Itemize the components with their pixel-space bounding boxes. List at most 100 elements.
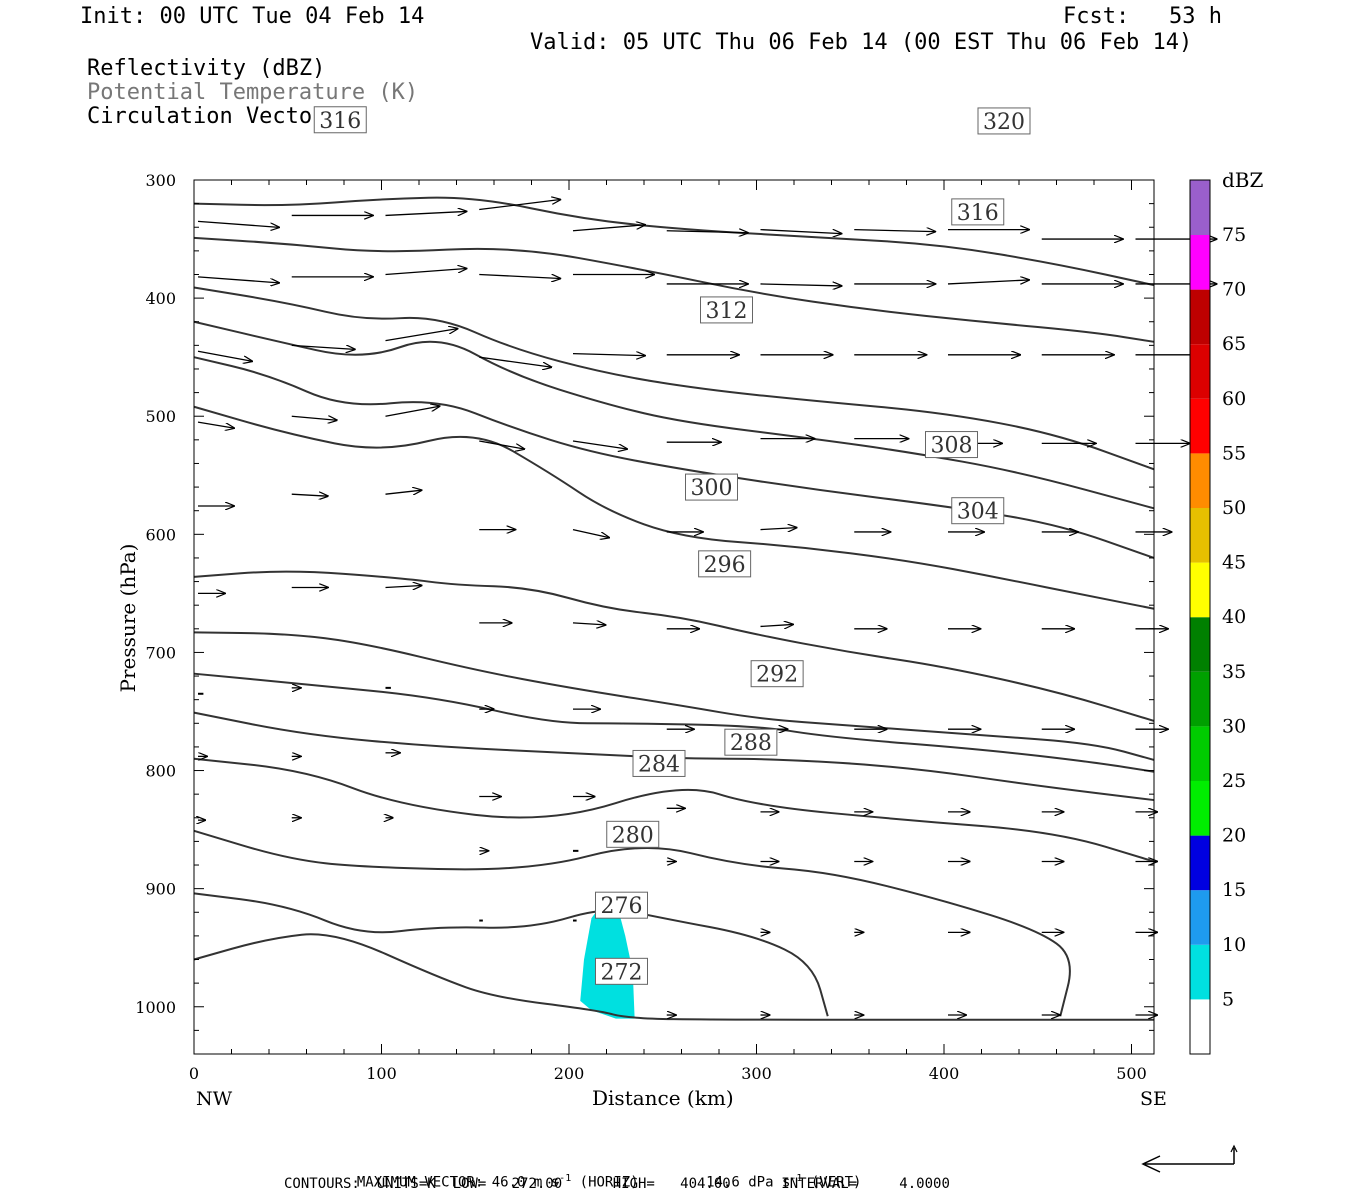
theta-contour-296-6 bbox=[193, 631, 1155, 761]
theta-contour-300-7 bbox=[193, 570, 1155, 722]
contour-label-box-1 bbox=[595, 891, 648, 919]
circulation-vector-2 bbox=[385, 211, 467, 217]
plot-frame bbox=[193, 179, 1155, 1055]
field-potential-temperature: Potential Temperature (K) bbox=[87, 80, 419, 105]
contour-label-box-11 bbox=[951, 198, 1005, 226]
contour-label-304: 304 bbox=[957, 500, 999, 525]
contour-label-276: 276 bbox=[601, 894, 643, 919]
colorbar-label-65: 65 bbox=[1222, 333, 1246, 355]
colorbar-swatch-40 bbox=[1190, 562, 1210, 618]
circulation-vector-48 bbox=[572, 528, 609, 538]
circulation-vector-26 bbox=[572, 354, 645, 356]
colorbar-label-20: 20 bbox=[1222, 825, 1246, 847]
colorbar-swatch-25 bbox=[1190, 726, 1210, 781]
colorbar-label-75: 75 bbox=[1222, 224, 1246, 246]
theta-contour-316-12 bbox=[193, 236, 1155, 343]
contour-label-296: 296 bbox=[704, 553, 746, 578]
y-axis-title: Pressure (hPa) bbox=[116, 543, 140, 693]
circulation-vector-36 bbox=[479, 440, 524, 449]
theta-contour-292-5 bbox=[193, 672, 1155, 773]
circulation-vector-6 bbox=[760, 228, 842, 234]
x-tick-label: 100 bbox=[366, 1064, 397, 1083]
contour-label-box-7 bbox=[685, 473, 738, 501]
colorbar-swatch-35 bbox=[1190, 617, 1210, 672]
init-time: Init: 00 UTC Tue 04 Feb 14 bbox=[80, 4, 425, 29]
contour-label-280: 280 bbox=[612, 823, 654, 848]
contour-label-box-5 bbox=[750, 660, 804, 688]
circulation-vector-0 bbox=[197, 220, 279, 227]
colorbar-label-45: 45 bbox=[1222, 552, 1246, 574]
circulation-vector-19 bbox=[947, 280, 1029, 285]
contour-label-272: 272 bbox=[601, 960, 643, 985]
colorbar-label-30: 30 bbox=[1222, 715, 1246, 737]
theta-contour-280-2 bbox=[193, 829, 1071, 1017]
circulation-vector-25 bbox=[479, 356, 551, 367]
circulation-vector-5 bbox=[666, 231, 748, 233]
contour-label-box-9 bbox=[925, 431, 978, 459]
theta-contour-272-0 bbox=[193, 933, 1154, 1021]
theta-contour-284-3 bbox=[193, 757, 1155, 863]
circulation-vector-37 bbox=[572, 440, 627, 449]
colorbar-outline bbox=[1189, 179, 1211, 1055]
colorbar-label-5: 5 bbox=[1222, 988, 1234, 1010]
contour-label-box-8 bbox=[951, 497, 1005, 525]
reference-vector-arrow bbox=[1141, 1144, 1238, 1173]
circulation-vector-46 bbox=[385, 490, 422, 494]
contour-label-320: 320 bbox=[983, 110, 1025, 135]
contour-label-box-6 bbox=[698, 550, 752, 578]
theta-contour-312-10 bbox=[193, 320, 1155, 510]
axis-layer: 300 400 500 600 700 800 900 1000 0 100 200 300 400 50… bbox=[135, 171, 1154, 1083]
colorbar-label-55: 55 bbox=[1222, 442, 1246, 464]
colorbar-swatch-60 bbox=[1190, 344, 1210, 399]
footer-contours: CONTOURS: UNITS=K LOW= 272.00 HIGH= 404.… bbox=[284, 1176, 950, 1192]
colorbar-swatch-75 bbox=[1190, 180, 1210, 235]
y-tick-label: 500 bbox=[145, 407, 176, 426]
circulation-vector-50 bbox=[760, 528, 797, 530]
y-tick-label: 600 bbox=[145, 525, 176, 544]
footer-max-vector: MAXIMUM VECTOR: 46.0 m s-1 (HORIZ) 14.6 … bbox=[356, 1173, 862, 1191]
colorbar-swatch-65 bbox=[1190, 289, 1210, 345]
contour-label-box-0 bbox=[595, 957, 648, 985]
colorbar-swatch-70 bbox=[1190, 235, 1210, 290]
theta-contour-320-13 bbox=[193, 196, 1155, 287]
circulation-vector-34 bbox=[291, 416, 337, 420]
circulation-vector-45 bbox=[291, 494, 328, 496]
contour-label-layer: 272 276 280 284 288 292 296 300 304 308 312 316 316 3… bbox=[313, 106, 1031, 985]
colorbar-swatch-10 bbox=[1190, 890, 1210, 945]
theta-contour-288-4 bbox=[193, 711, 1155, 802]
contour-label-box-2 bbox=[606, 820, 660, 848]
colorbar-label-10: 10 bbox=[1222, 934, 1246, 956]
colorbar-unit: dBZ bbox=[1222, 168, 1264, 192]
contour-label-box-13 bbox=[977, 107, 1031, 135]
y-tick-label: 800 bbox=[145, 762, 176, 781]
colorbar-swatch-55 bbox=[1190, 398, 1210, 454]
contour-label-box-12 bbox=[313, 106, 367, 134]
colorbar-label-70: 70 bbox=[1222, 279, 1246, 301]
x-axis-left-end: NW bbox=[196, 1088, 233, 1110]
contour-label-312: 312 bbox=[706, 299, 748, 324]
contour-label-box-4 bbox=[724, 728, 778, 756]
x-tick-label: 0 bbox=[189, 1064, 199, 1083]
circulation-vector-4 bbox=[572, 225, 645, 232]
circulation-vector-61 bbox=[760, 624, 793, 626]
colorbar: 5 10 15 20 25 30 35 40 45 50 55 60 65 70 75 bbox=[1189, 179, 1246, 1055]
theta-contour-316-11 bbox=[193, 286, 1155, 471]
contour-label-284: 284 bbox=[638, 752, 680, 777]
circulation-vector-57 bbox=[385, 585, 422, 587]
colorbar-swatch-45 bbox=[1190, 508, 1210, 563]
y-tick-label: 900 bbox=[145, 880, 176, 899]
circulation-vector-33 bbox=[197, 421, 234, 428]
x-tick-label: 500 bbox=[1116, 1064, 1147, 1083]
theta-contour-308-9 bbox=[193, 356, 1155, 559]
colorbar-swatch-30 bbox=[1190, 671, 1210, 727]
contour-label-316: 316 bbox=[957, 201, 999, 226]
y-tick-label: 400 bbox=[145, 289, 176, 308]
colorbar-label-35: 35 bbox=[1222, 661, 1246, 683]
colorbar-label-40: 40 bbox=[1222, 606, 1246, 628]
circulation-vector-22 bbox=[197, 350, 252, 361]
colorbar-label-25: 25 bbox=[1222, 770, 1246, 792]
x-tick-label: 400 bbox=[929, 1064, 960, 1083]
valid-time: Valid: 05 UTC Thu 06 Feb 14 (00 EST Thu … bbox=[530, 30, 1193, 55]
circulation-vector-7 bbox=[854, 230, 935, 232]
